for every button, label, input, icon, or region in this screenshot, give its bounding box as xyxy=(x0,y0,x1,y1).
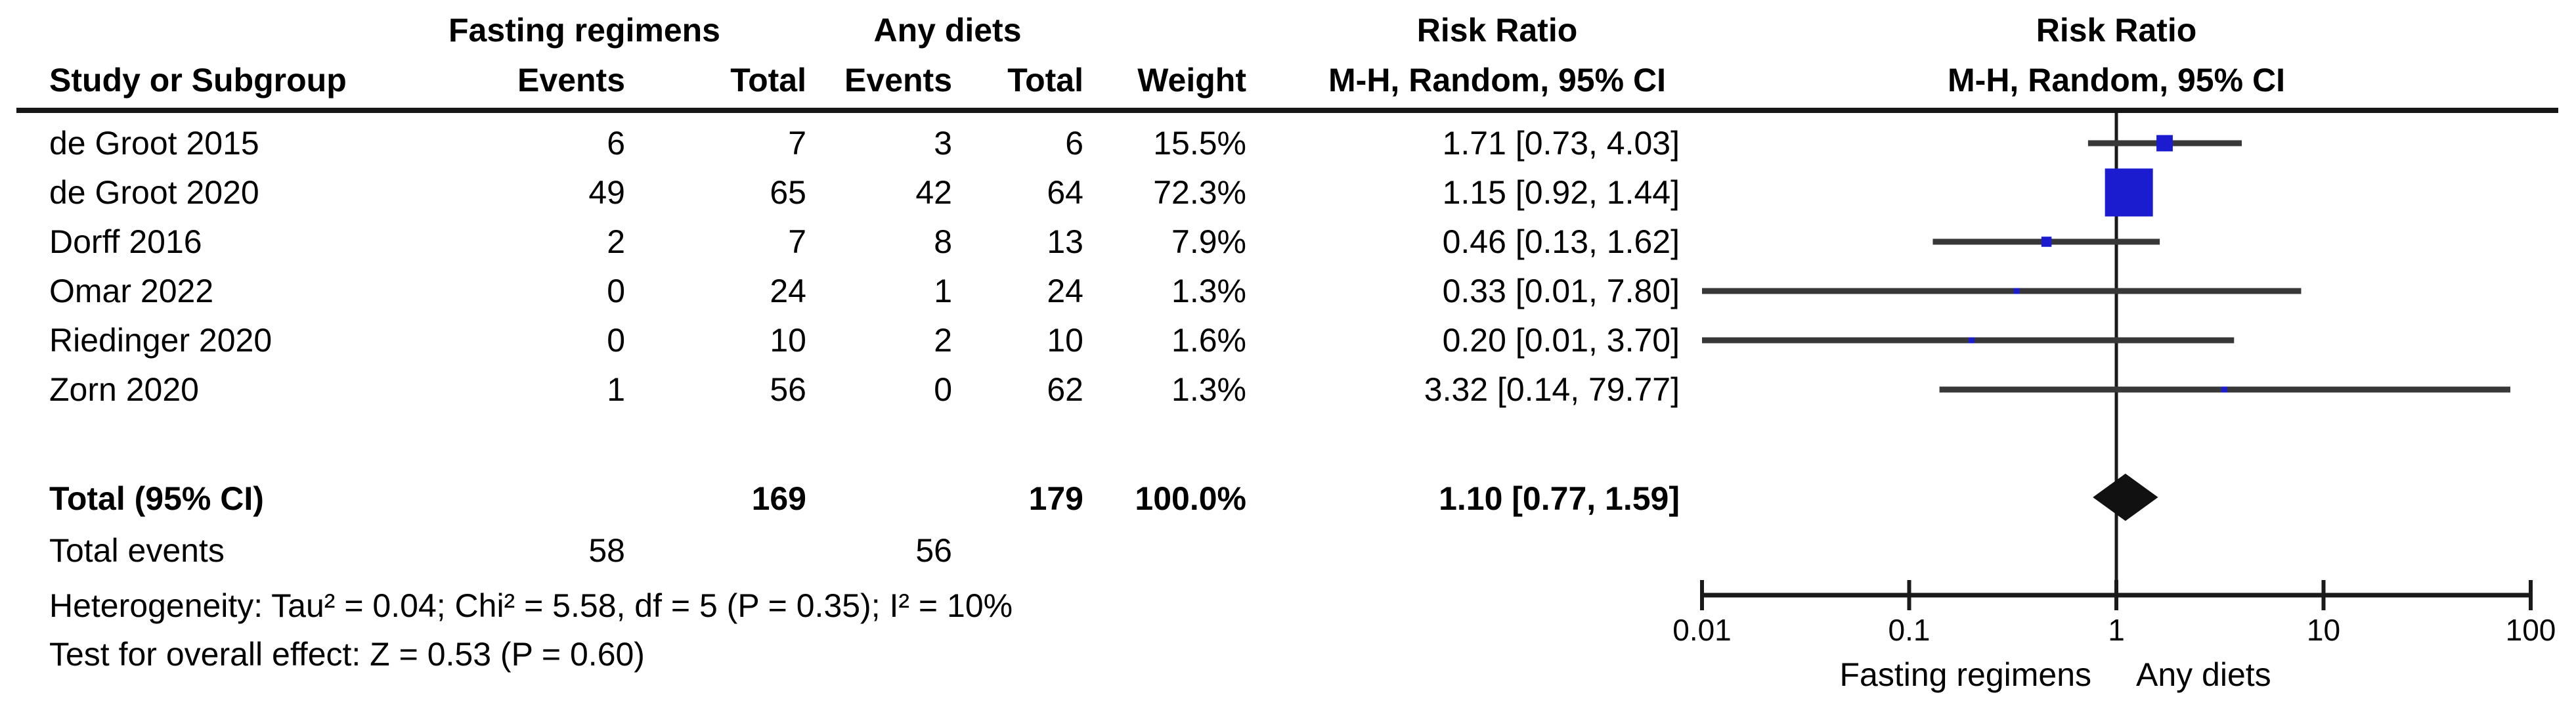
table-row: Omar 2022 0 24 1 24 1.3% 0.33 [0.01, 7.8… xyxy=(0,272,2576,310)
cell-risk-ratio: 1.71 [0.73, 4.03] xyxy=(1442,125,1680,162)
effect-square xyxy=(2013,288,2020,294)
cell-any-events: 3 xyxy=(934,125,952,162)
cell-study: Riedinger 2020 xyxy=(49,322,273,359)
cell-fasting-total: 7 xyxy=(788,125,806,162)
total-risk-ratio: 1.10 [0.77, 1.59] xyxy=(1439,480,1680,517)
col-header-any-events: Events xyxy=(844,62,952,99)
overall-effect-text: Test for overall effect: Z = 0.53 (P = 0… xyxy=(49,636,645,673)
cell-weight: 72.3% xyxy=(1153,174,1246,211)
favours-left-label: Fasting regimens xyxy=(1839,656,2092,693)
cell-fasting-events: 6 xyxy=(607,125,625,162)
effect-square xyxy=(1968,337,1975,344)
effect-square xyxy=(2221,386,2227,393)
cell-any-events: 42 xyxy=(915,174,952,211)
effect-square xyxy=(2041,236,2052,247)
total-any-total: 179 xyxy=(1028,480,1083,517)
favours-right-label: Any diets xyxy=(2136,656,2271,693)
cell-any-events: 1 xyxy=(934,273,952,309)
cell-any-events: 0 xyxy=(934,371,952,408)
heterogeneity-text: Heterogeneity: Tau² = 0.04; Chi² = 5.58,… xyxy=(49,587,1013,624)
total-diamond xyxy=(2093,474,2158,521)
cell-fasting-events: 49 xyxy=(588,174,625,211)
cell-any-events: 2 xyxy=(934,322,952,359)
cell-study: Dorff 2016 xyxy=(49,223,202,260)
cell-risk-ratio: 0.46 [0.13, 1.62] xyxy=(1442,223,1680,260)
cell-study: Zorn 2020 xyxy=(49,371,199,408)
cell-any-total: 6 xyxy=(1065,125,1083,162)
cell-fasting-events: 0 xyxy=(607,273,625,309)
col-header-weight: Weight xyxy=(1137,62,1246,99)
cell-any-total: 13 xyxy=(1047,223,1083,260)
group-header-fasting: Fasting regimens xyxy=(448,12,720,49)
header-divider xyxy=(16,108,2558,113)
col-header-fasting-total: Total xyxy=(730,62,806,99)
plot-column-title: Risk Ratio xyxy=(2036,12,2197,49)
cell-weight: 1.3% xyxy=(1171,371,1246,408)
col-header-study: Study or Subgroup xyxy=(49,62,347,99)
axis-tick-label: 1 xyxy=(2108,613,2125,647)
axis-tick-label: 100 xyxy=(2506,613,2556,647)
table-row: de Groot 2020 49 65 42 64 72.3% 1.15 [0.… xyxy=(0,173,2576,212)
rr-column-title: Risk Ratio xyxy=(1416,12,1578,49)
cell-any-total: 62 xyxy=(1047,371,1083,408)
cell-weight: 1.6% xyxy=(1171,322,1246,359)
cell-study: Omar 2022 xyxy=(49,273,214,309)
cell-fasting-events: 2 xyxy=(607,223,625,260)
total-events-any: 56 xyxy=(915,532,952,569)
table-row: de Groot 2015 6 7 3 6 15.5% 1.71 [0.73, … xyxy=(0,124,2576,162)
cell-fasting-events: 0 xyxy=(607,322,625,359)
cell-weight: 7.9% xyxy=(1171,223,1246,260)
group-header-any-diets: Any diets xyxy=(873,12,1022,49)
total-events-row: Total events 58 56 xyxy=(0,531,2576,570)
cell-weight: 1.3% xyxy=(1171,273,1246,309)
axis-tick-label: 0.01 xyxy=(1672,613,1732,647)
cell-risk-ratio: 1.15 [0.92, 1.44] xyxy=(1442,174,1680,211)
total-weight: 100.0% xyxy=(1135,480,1246,517)
cell-fasting-total: 65 xyxy=(770,174,806,211)
table-row: Zorn 2020 1 56 0 62 1.3% 3.32 [0.14, 79.… xyxy=(0,370,2576,409)
cell-fasting-events: 1 xyxy=(607,371,625,408)
cell-fasting-total: 7 xyxy=(788,223,806,260)
total-events-label: Total events xyxy=(49,532,225,569)
cell-weight: 15.5% xyxy=(1153,125,1246,162)
cell-risk-ratio: 0.20 [0.01, 3.70] xyxy=(1442,322,1680,359)
plot-column-subtitle: M-H, Random, 95% CI xyxy=(1948,62,2285,99)
table-row: Riedinger 2020 0 10 2 10 1.6% 0.20 [0.01… xyxy=(0,321,2576,359)
cell-any-total: 10 xyxy=(1047,322,1083,359)
cell-any-events: 8 xyxy=(934,223,952,260)
axis-tick-label: 0.1 xyxy=(1888,613,1931,647)
total-row: Total (95% CI) 169 179 100.0% 1.10 [0.77… xyxy=(0,480,2576,518)
total-label: Total (95% CI) xyxy=(49,480,264,517)
effect-square xyxy=(2105,168,2153,217)
col-header-any-total: Total xyxy=(1007,62,1083,99)
rr-column-subtitle: M-H, Random, 95% CI xyxy=(1328,62,1666,99)
cell-risk-ratio: 3.32 [0.14, 79.77] xyxy=(1424,371,1680,408)
cell-fasting-total: 10 xyxy=(770,322,806,359)
col-header-fasting-events: Events xyxy=(517,62,625,99)
total-fasting-total: 169 xyxy=(751,480,806,517)
axis-tick-label: 10 xyxy=(2307,613,2340,647)
cell-fasting-total: 56 xyxy=(770,371,806,408)
cell-fasting-total: 24 xyxy=(770,273,806,309)
cell-study: de Groot 2020 xyxy=(49,174,259,211)
cell-study: de Groot 2015 xyxy=(49,125,259,162)
effect-square xyxy=(2156,135,2173,152)
cell-any-total: 64 xyxy=(1047,174,1083,211)
cell-risk-ratio: 0.33 [0.01, 7.80] xyxy=(1442,273,1680,309)
total-events-fasting: 58 xyxy=(588,532,625,569)
table-row: Dorff 2016 2 7 8 13 7.9% 0.46 [0.13, 1.6… xyxy=(0,223,2576,261)
cell-any-total: 24 xyxy=(1047,273,1083,309)
